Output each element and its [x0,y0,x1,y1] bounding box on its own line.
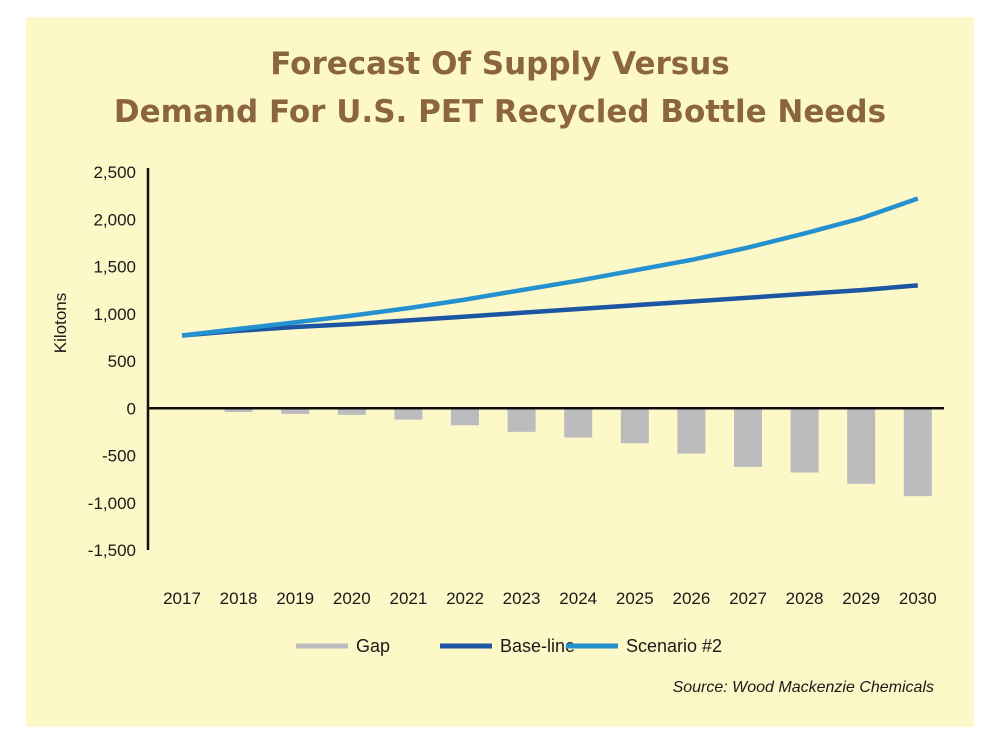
gap-bar-2023 [507,408,536,432]
gap-bar-2024 [564,408,593,438]
gap-bar-2027 [734,408,762,467]
gap-bar-2029 [847,408,876,484]
x-tick-label: 2030 [899,589,937,608]
gap-bar-2022 [451,408,479,426]
chart-title-line-1: Forecast Of Supply Versus [270,46,730,82]
line-base-line [181,283,918,338]
chart-panel [26,17,974,727]
line-scenario-2 [181,196,919,338]
legend: Gap Base-line Scenario #2 [296,636,722,656]
y-tick-label: 2,500 [93,163,136,182]
x-tick-label: 2027 [729,589,767,608]
x-tick-label: 2028 [786,589,824,608]
x-tick-label: 2025 [616,589,654,608]
source-note: Source: Wood Mackenzie Chemicals [673,679,934,696]
y-tick-label: -1,000 [88,494,136,513]
gap-bar-2026 [677,408,706,454]
y-tick-label: 1,000 [93,305,136,324]
y-tick-label: -1,500 [88,541,136,560]
x-tick-label: 2022 [446,589,484,608]
y-tick-label: -500 [102,447,136,466]
chart-title-line-2: Demand For U.S. PET Recycled Bottle Need… [114,94,886,130]
legend-label: Base-line [500,636,575,656]
axes [146,168,944,550]
x-tick-label: 2020 [333,589,371,608]
gap-bar-2019 [281,408,310,414]
gap-bar-2028 [790,408,819,473]
x-tick-label: 2023 [503,589,541,608]
x-tick-labels: 2017 2018 2019 2020 2021 2022 2023 2024 2025 2026… [163,589,937,608]
gap-bar-2025 [620,408,649,444]
legend-label: Scenario #2 [626,636,722,656]
y-tick-label: 0 [127,399,136,418]
gap-bar-2018 [224,408,253,413]
x-tick-label: 2019 [276,589,314,608]
x-tick-label: 2029 [842,589,880,608]
y-axis-label: Kilotons [51,293,70,353]
gap-bar-2021 [394,408,423,420]
x-tick-label: 2018 [220,589,258,608]
legend-label: Gap [356,636,390,656]
y-tick-label: 2,000 [93,210,136,229]
y-tick-label: 1,500 [93,258,136,277]
series-lines [181,196,919,338]
gap-bar-2020 [337,408,366,415]
x-tick-label: 2026 [672,589,710,608]
y-tick-label: 500 [108,352,136,371]
y-tick-labels: 2,500 2,000 1,500 1,000 500 0 -500 -1,000 -1,500 [88,163,136,560]
x-tick-label: 2021 [389,589,427,608]
x-tick-label: 2024 [559,589,597,608]
x-tick-label: 2017 [163,589,201,608]
gap-bar-2030 [903,408,932,497]
gap-bars [224,408,932,497]
